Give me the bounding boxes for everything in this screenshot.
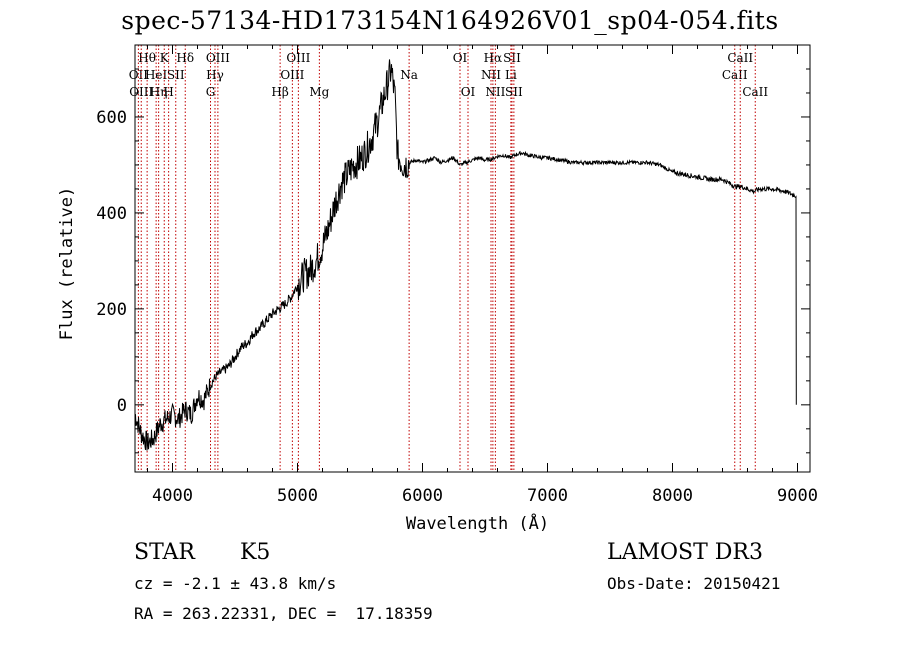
x-tick-label: 8000 (652, 486, 693, 506)
x-tick-label: 9000 (777, 486, 818, 506)
spectral-line-label: Hα (484, 51, 503, 65)
x-tick-label: 7000 (527, 486, 568, 506)
spectral-line-label: OIII (280, 68, 304, 82)
y-tick-label: 200 (96, 300, 127, 320)
spectral-line-label: Hθ (138, 51, 156, 65)
spectral-line-label: Hδ (176, 51, 194, 65)
spectrum-series-line (135, 59, 797, 451)
y-axis-label: Flux (relative) (57, 187, 77, 341)
spectral-line-label: CaII (722, 68, 748, 82)
spectral-line-label: Hγ (206, 68, 224, 82)
survey-name: LAMOST DR3 (607, 540, 763, 565)
spectral-line-label: Li (505, 68, 517, 82)
x-tick-label: 4000 (152, 486, 193, 506)
spectral-line-label: G (206, 85, 216, 99)
spectral-line-label: H (163, 85, 173, 99)
chart-title: spec-57134-HD173154N164926V01_sp04-054.f… (121, 6, 779, 35)
spectral-line-label: SII (505, 85, 523, 99)
spectral-line-label: Hβ (271, 85, 288, 99)
spectral-line-label: OII (129, 68, 149, 82)
spectral-line-label: HeI (145, 68, 168, 82)
spectral-line-label: Mg (309, 85, 329, 99)
redshift-velocity: cz = -2.1 ± 43.8 km/s (134, 574, 337, 593)
spectral-line-label: SII (167, 68, 185, 82)
spectral-line-label: K (160, 51, 170, 65)
spectral-line-label: Na (400, 68, 418, 82)
x-tick-label: 5000 (277, 486, 318, 506)
spectral-line-label: OI (453, 51, 468, 65)
spectral-line-label: OI (461, 85, 476, 99)
spectral-line-label: NII (485, 85, 505, 99)
x-tick-label: 6000 (402, 486, 443, 506)
spectral-line-label: SII (503, 51, 521, 65)
object-type: STAR (134, 540, 195, 565)
spectral-line-label: Hη (150, 85, 168, 99)
plot-frame (134, 44, 811, 473)
y-tick-label: 400 (96, 204, 127, 224)
spectral-line-label: NII (481, 68, 501, 82)
spectral-line-label: CaII (742, 85, 768, 99)
observation-date: Obs-Date: 20150421 (607, 574, 781, 593)
y-tick-label: 600 (96, 108, 127, 128)
spectral-line-label: CaII (727, 51, 753, 65)
spectral-subclass: K5 (240, 540, 271, 565)
spectral-line-label: OIII (286, 51, 310, 65)
sky-coordinates: RA = 263.22331, DEC = 17.18359 (134, 604, 433, 623)
y-tick-label: 0 (117, 396, 127, 416)
spectral-line-label: OIII (206, 51, 230, 65)
x-axis-label: Wavelength (Å) (406, 512, 549, 534)
